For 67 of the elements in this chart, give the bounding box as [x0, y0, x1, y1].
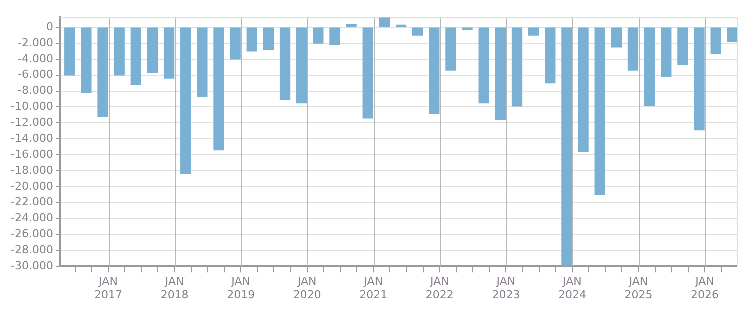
bar [694, 28, 705, 131]
y-tick-label: -14.000 [10, 132, 54, 145]
bar [578, 28, 589, 152]
y-tick-label: -26.000 [10, 228, 54, 241]
bar [412, 28, 424, 36]
x-tick-label: JAN 2024 [558, 275, 586, 302]
bar [644, 28, 656, 106]
bar [379, 18, 390, 28]
x-tick-label: JAN 2026 [691, 275, 720, 302]
bar [180, 28, 192, 174]
x-tick-label: JAN 2025 [624, 275, 653, 302]
bar [727, 28, 737, 42]
y-tick-label: -2.000 [18, 36, 54, 50]
bar [214, 28, 224, 151]
bar [446, 28, 456, 71]
bar [330, 28, 340, 46]
y-tick-label: -12.000 [10, 116, 54, 130]
bar [263, 28, 274, 50]
bar [197, 28, 208, 98]
y-tick-label: -4.000 [18, 52, 54, 66]
y-tick-label: -6.000 [18, 68, 54, 82]
bar [462, 28, 473, 30]
bar [164, 28, 175, 79]
bar [114, 28, 125, 76]
bar [280, 28, 291, 100]
bar [147, 28, 158, 74]
bar [130, 28, 142, 86]
y-tick-label: -18.000 [10, 164, 54, 177]
y-tick-label: -16.000 [10, 148, 54, 161]
bar [478, 28, 490, 104]
bar [611, 28, 622, 48]
bar [230, 28, 241, 60]
x-tick-label: JAN 2021 [360, 275, 388, 302]
y-tick-label: 0 [46, 20, 54, 34]
bar [296, 28, 308, 104]
bar [495, 28, 506, 120]
bar [313, 28, 324, 44]
x-tick-label: JAN 2023 [492, 275, 520, 302]
bar [64, 28, 76, 76]
bar [362, 28, 374, 119]
bar [628, 28, 639, 71]
bar [429, 28, 440, 114]
x-tick-label: JAN 2022 [426, 275, 454, 302]
bar [562, 28, 572, 267]
bar [661, 28, 672, 78]
bar [396, 24, 407, 28]
y-tick-label: -30.000 [10, 259, 54, 272]
x-tick-label: JAN 2020 [293, 275, 322, 302]
bar [594, 28, 606, 196]
y-tick-label: -20.000 [10, 180, 54, 193]
x-tick-label: JAN 2019 [227, 275, 256, 302]
y-tick-label: -8.000 [18, 84, 54, 98]
x-tick-label: JAN 2018 [160, 275, 189, 302]
y-tick-label: -24.000 [10, 212, 54, 225]
bar [98, 28, 108, 118]
bar [346, 24, 357, 28]
bar [512, 28, 523, 107]
bar [545, 28, 556, 84]
bar [246, 28, 258, 52]
bar [81, 28, 92, 94]
y-tick-label: -10.000 [10, 100, 54, 114]
bar [678, 28, 688, 66]
bar [528, 28, 540, 36]
bar [710, 28, 722, 54]
x-tick-label: JAN 2017 [94, 275, 123, 302]
y-tick-label: -28.000 [10, 244, 54, 257]
y-tick-label: -22.000 [10, 196, 54, 209]
